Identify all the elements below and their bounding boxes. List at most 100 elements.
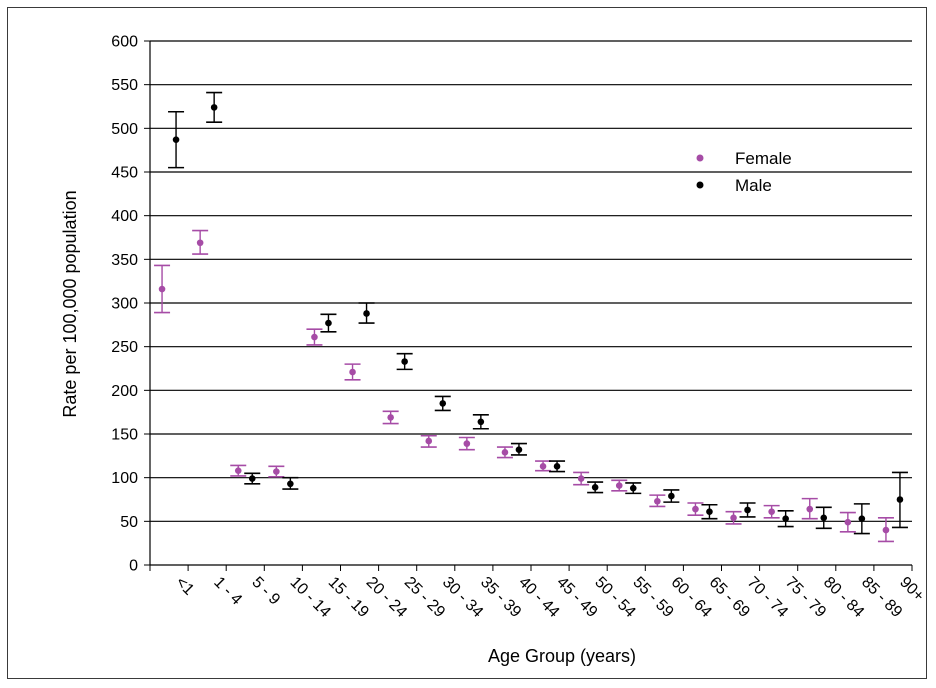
x-tick-label: 50 - 54 <box>591 574 638 621</box>
male-marker <box>401 358 408 365</box>
male-marker <box>553 463 561 470</box>
male-marker <box>477 418 485 426</box>
male-marker <box>248 475 256 482</box>
male-marker <box>287 480 294 488</box>
female-point-14 <box>687 502 704 517</box>
legend-label-female: Female <box>735 149 792 168</box>
male-point-18 <box>853 503 870 535</box>
male-point-4 <box>320 313 337 333</box>
y-tick-label: 600 <box>111 34 138 51</box>
male-point-19 <box>891 471 908 529</box>
female-marker <box>806 505 814 513</box>
y-tick-label: 0 <box>129 558 138 575</box>
female-point-9 <box>496 446 513 459</box>
male-point-6 <box>396 352 413 371</box>
x-tick-label: 85 - 89 <box>858 574 905 621</box>
male-marker <box>820 514 828 522</box>
male-marker <box>591 483 599 491</box>
male-marker <box>668 492 675 500</box>
female-point-13 <box>649 494 666 508</box>
x-tick-label: 80 - 84 <box>820 574 867 621</box>
x-tick-label: 20 - 24 <box>363 574 410 621</box>
male-point-5 <box>358 302 375 324</box>
female-point-8 <box>458 436 475 451</box>
female-marker <box>196 239 204 247</box>
female-point-15 <box>725 510 742 525</box>
female-marker <box>273 468 280 475</box>
x-tick-label: <1 <box>172 574 197 599</box>
legend: Female Male <box>696 149 792 195</box>
female-marker <box>463 440 471 447</box>
female-point-0 <box>154 264 171 314</box>
x-tick-label: 5 - 9 <box>248 574 283 609</box>
female-marker <box>692 505 699 513</box>
male-point-2 <box>244 472 261 485</box>
male-point-7 <box>434 395 451 412</box>
male-point-13 <box>663 489 680 503</box>
male-point-16 <box>777 510 794 528</box>
female-marker <box>768 508 775 516</box>
female-marker <box>158 285 166 293</box>
x-tick-label: 1 - 4 <box>210 574 245 609</box>
male-marker <box>896 496 904 503</box>
female-marker <box>311 333 318 341</box>
x-tick-label: 65 - 69 <box>706 574 753 621</box>
male-point-1 <box>206 91 223 124</box>
male-point-3 <box>282 476 299 490</box>
female-marker <box>387 414 394 421</box>
legend-marker-female <box>696 154 704 162</box>
female-point-4 <box>306 328 323 346</box>
y-axis-title: Rate per 100,000 population <box>60 190 80 417</box>
female-marker <box>615 482 623 489</box>
axes <box>144 40 913 571</box>
male-marker <box>325 319 332 327</box>
female-point-2 <box>230 464 247 477</box>
female-point-6 <box>382 410 399 425</box>
male-marker <box>515 446 523 454</box>
legend-label-male: Male <box>735 176 772 195</box>
male-point-9 <box>510 442 527 456</box>
female-point-10 <box>535 460 552 472</box>
female-marker <box>349 368 356 376</box>
male-marker <box>629 484 637 492</box>
female-marker <box>577 475 585 482</box>
data-marks <box>154 91 908 543</box>
x-tick-label: 45 - 49 <box>553 574 600 621</box>
female-point-12 <box>611 479 628 492</box>
y-tick-label: 300 <box>111 296 138 313</box>
female-point-19 <box>877 517 894 543</box>
x-tick-label: 60 - 64 <box>668 574 715 621</box>
y-tick-label: 350 <box>111 252 138 269</box>
chart-frame <box>7 7 927 679</box>
x-tick-label: 90+ <box>896 574 927 605</box>
x-tick-label: 55 - 59 <box>629 574 676 621</box>
y-tick-label: 500 <box>111 121 138 138</box>
female-marker <box>730 514 737 522</box>
y-tick-label: 50 <box>120 514 138 531</box>
y-tick-label: 250 <box>111 339 138 356</box>
female-marker <box>234 467 242 474</box>
y-tick-label: 400 <box>111 208 138 225</box>
female-point-18 <box>839 511 856 533</box>
male-point-0 <box>168 110 185 169</box>
male-point-10 <box>549 460 566 473</box>
x-tick-label: 15 - 19 <box>325 574 372 621</box>
x-tick-label: 35 - 39 <box>477 574 524 621</box>
female-point-1 <box>192 229 209 255</box>
female-point-5 <box>344 363 361 381</box>
y-tick-labels: 0 50 100 150 200 250 300 350 400 450 500 550 600 <box>111 34 138 575</box>
gridlines <box>150 40 912 522</box>
male-point-8 <box>472 413 489 430</box>
female-point-17 <box>801 497 818 520</box>
male-marker <box>858 515 866 523</box>
male-marker <box>706 508 713 516</box>
x-tick-label: 40 - 44 <box>515 574 562 621</box>
x-tick-label: 25 - 29 <box>401 574 448 621</box>
female-point-3 <box>268 465 285 478</box>
y-tick-label: 200 <box>111 383 138 400</box>
male-marker <box>744 506 751 514</box>
x-tick-label: 70 - 74 <box>744 574 791 621</box>
female-point-16 <box>763 504 780 519</box>
